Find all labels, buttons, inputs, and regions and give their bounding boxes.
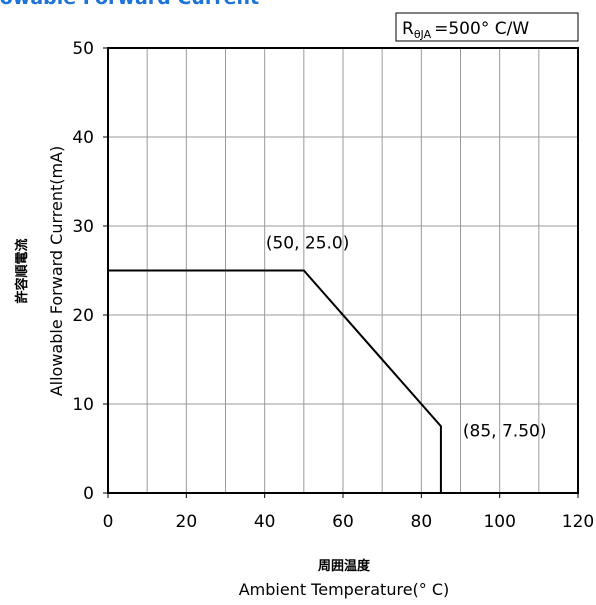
annotation-label: (50, 25.0) [266, 234, 350, 254]
x-tick-label: 40 [254, 512, 276, 532]
x-axis-label-jp: 周囲温度 [318, 558, 371, 574]
y-tick-label: 50 [72, 39, 94, 59]
x-tick-label: 100 [483, 512, 515, 532]
legend-prefix: R [402, 19, 414, 39]
legend-subscript: θJA [414, 28, 432, 41]
y-tick-label: 0 [83, 484, 94, 504]
x-tick-label: 80 [411, 512, 433, 532]
legend-value: =500° C/W [434, 19, 529, 39]
x-tick-label: 0 [103, 512, 114, 532]
y-axis-label-jp: 許容順電流 [14, 238, 30, 303]
y-tick-label: 30 [72, 217, 94, 237]
x-tick-label: 120 [562, 512, 594, 532]
legend-box: RθJA =500° C/W [395, 12, 579, 42]
tick-labels: 0 20 40 60 80 100 120 0 10 20 30 40 50 [72, 39, 594, 532]
y-tick-label: 10 [72, 395, 94, 415]
y-tick-label: 40 [72, 128, 94, 148]
x-tick-label: 20 [176, 512, 198, 532]
annotations: (50, 25.0) (85, 7.50) [266, 234, 547, 442]
legend-text: RθJA =500° C/W [402, 19, 529, 41]
x-axis-label: Ambient Temperature(° C) [239, 580, 450, 599]
annotation-label: (85, 7.50) [463, 421, 547, 441]
series-layer [108, 269, 442, 493]
series-line [108, 269, 442, 493]
y-tick-label: 20 [72, 306, 94, 326]
y-axis-label: Allowable Forward Current(mA) [47, 146, 66, 397]
chart-title: Allowable Forward Current [0, 0, 259, 9]
x-tick-label: 60 [332, 512, 354, 532]
